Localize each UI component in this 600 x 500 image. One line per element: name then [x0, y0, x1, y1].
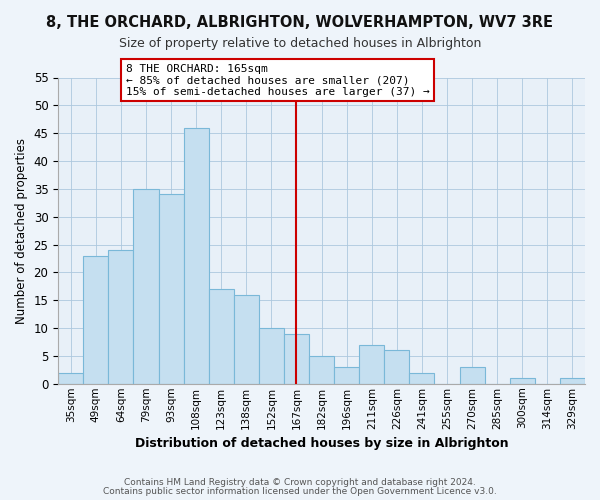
Text: Contains public sector information licensed under the Open Government Licence v3: Contains public sector information licen…	[103, 487, 497, 496]
Bar	[58, 372, 83, 384]
Bar	[234, 294, 259, 384]
Bar	[409, 372, 434, 384]
Bar	[334, 367, 359, 384]
Bar	[158, 194, 184, 384]
Bar	[284, 334, 309, 384]
Text: 8, THE ORCHARD, ALBRIGHTON, WOLVERHAMPTON, WV7 3RE: 8, THE ORCHARD, ALBRIGHTON, WOLVERHAMPTO…	[47, 15, 554, 30]
Bar	[359, 345, 384, 384]
Bar	[560, 378, 585, 384]
Text: 8 THE ORCHARD: 165sqm
← 85% of detached houses are smaller (207)
15% of semi-det: 8 THE ORCHARD: 165sqm ← 85% of detached …	[126, 64, 430, 97]
Bar	[510, 378, 535, 384]
Bar	[384, 350, 409, 384]
Bar	[83, 256, 109, 384]
Bar	[184, 128, 209, 384]
Bar	[109, 250, 133, 384]
Bar	[133, 189, 158, 384]
Text: Size of property relative to detached houses in Albrighton: Size of property relative to detached ho…	[119, 38, 481, 51]
Y-axis label: Number of detached properties: Number of detached properties	[15, 138, 28, 324]
Bar	[259, 328, 284, 384]
Text: Contains HM Land Registry data © Crown copyright and database right 2024.: Contains HM Land Registry data © Crown c…	[124, 478, 476, 487]
Bar	[209, 289, 234, 384]
Bar	[460, 367, 485, 384]
X-axis label: Distribution of detached houses by size in Albrighton: Distribution of detached houses by size …	[135, 437, 508, 450]
Bar	[309, 356, 334, 384]
